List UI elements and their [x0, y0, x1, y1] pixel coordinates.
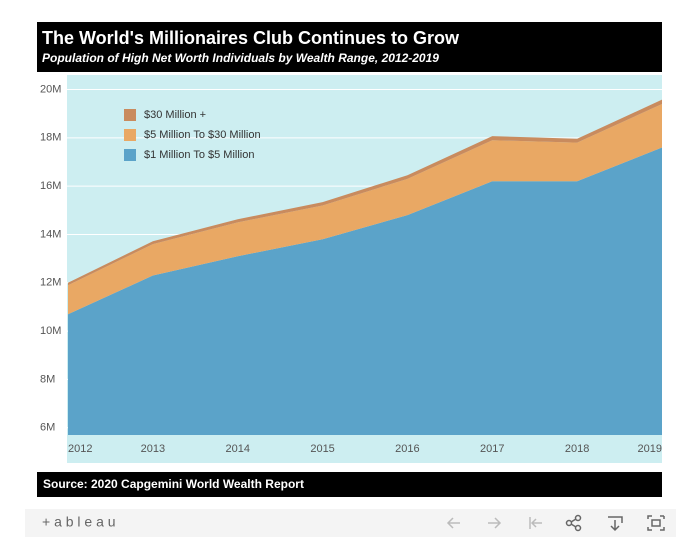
toolbar-icons: [446, 514, 665, 532]
fullscreen[interactable]: [647, 515, 665, 531]
legend-swatch: [124, 129, 136, 141]
legend-label: $30 Million +: [144, 109, 206, 121]
chart-subtitle: Population of High Net Worth Individuals…: [42, 51, 439, 65]
source: Source: 2020 Capgemini World Wealth Repo…: [43, 477, 304, 491]
title-bar: [37, 22, 662, 72]
legend-label: $1 Million To $5 Million: [144, 149, 254, 161]
y-tick-label: 8M: [40, 373, 55, 385]
x-tick-label: 2019: [638, 443, 662, 455]
plot: 2012 2013 2014 2015 2016 2017 2018 2019 $30 Mill…: [67, 88, 662, 455]
y-tick-label: 6M: [40, 422, 55, 434]
redo[interactable]: [488, 517, 502, 529]
y-tick-label: 12M: [40, 277, 61, 289]
area: [68, 103, 662, 315]
legend-label: $5 Million To $30 Million: [144, 129, 261, 141]
x-tick-label: 2018: [565, 443, 589, 455]
chart-title: The World's Millionaires Club Continues …: [42, 28, 460, 48]
x-tick-label: 2012: [68, 443, 92, 455]
y-tick-label: 10M: [40, 325, 61, 337]
source-bar: [37, 472, 662, 497]
legend-swatch: [124, 149, 136, 161]
x-tick-label: 2016: [395, 443, 419, 455]
y-tick-label: 14M: [40, 228, 61, 240]
x-tick-label: 2014: [225, 443, 249, 455]
x-tick-label: 2017: [480, 443, 504, 455]
area: [68, 147, 662, 435]
x-tick-label: 2015: [310, 443, 334, 455]
legend-swatch: [124, 109, 136, 121]
y-tick-label: 18M: [40, 132, 61, 144]
toolbar: [25, 509, 676, 537]
y-tick-label: 16M: [40, 180, 61, 192]
x-tick-label: 2013: [141, 443, 165, 455]
y-tick-label: 20M: [40, 83, 61, 95]
share[interactable]: [565, 514, 582, 532]
tableau-logo: + a b l e a u: [42, 514, 116, 530]
undo[interactable]: [446, 517, 460, 529]
revert[interactable]: [529, 517, 542, 529]
download[interactable]: [608, 516, 623, 532]
